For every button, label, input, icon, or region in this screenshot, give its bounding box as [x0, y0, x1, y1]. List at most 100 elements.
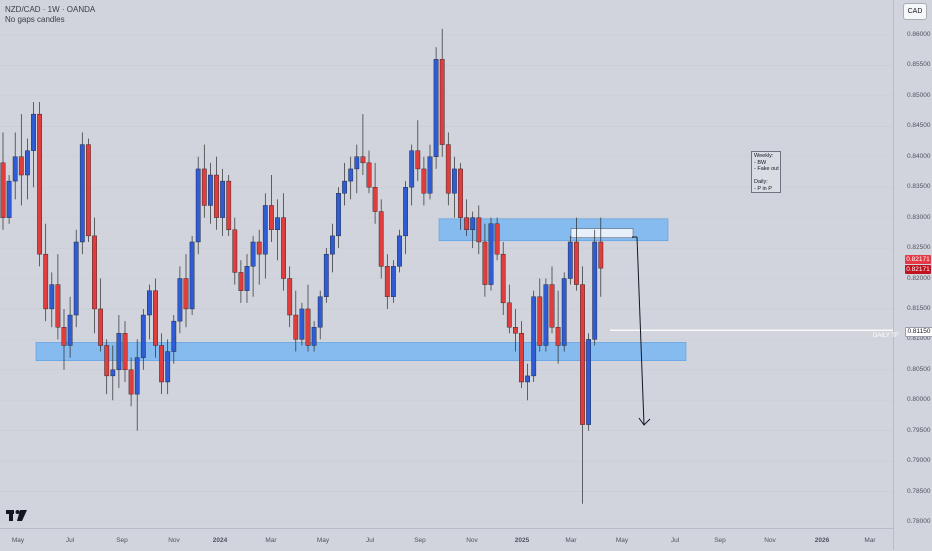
price-axis[interactable] [893, 0, 932, 550]
candle-down [372, 186, 378, 212]
candle-down [458, 168, 463, 218]
time-tick-label: Nov [168, 537, 180, 544]
candle-up [348, 168, 354, 182]
time-tick-label: May [11, 537, 25, 544]
candle-up [397, 235, 402, 267]
time-tick-label: 2025 [514, 537, 530, 544]
time-tick-label: May [615, 537, 629, 544]
price-tick-label: 0.84500 [907, 122, 931, 130]
price-tick-label: 0.78500 [907, 487, 931, 495]
currency-button[interactable]: CAD [903, 3, 927, 20]
candle-down [360, 156, 366, 164]
candle-up [488, 223, 494, 285]
candle-up [452, 168, 457, 194]
candle-down [0, 162, 6, 218]
candle-up [470, 217, 476, 231]
time-tick-label: Sep [414, 537, 426, 544]
time-tick-label: Jul [670, 537, 680, 544]
price-tick-label: 0.79500 [907, 426, 931, 434]
time-tick-label: May [316, 537, 330, 544]
daily-level-label: 0.81150 [905, 327, 932, 337]
price-tick-label: 0.78000 [907, 518, 931, 525]
price-tick-label: 0.80000 [907, 396, 931, 404]
candle-down [366, 162, 372, 188]
candle-up [165, 351, 171, 383]
candle-down [549, 284, 555, 328]
candle-up [317, 296, 323, 328]
price-tick-label: 0.81000 [907, 335, 931, 343]
last-price-label: 0.82171 [905, 255, 931, 264]
price-tick-label: 0.83500 [907, 183, 931, 191]
price-tick-label: 0.86000 [907, 31, 931, 38]
candle-up [31, 113, 36, 151]
candle-down [238, 272, 244, 291]
candle-down [269, 205, 274, 230]
chart-area[interactable] [0, 0, 893, 528]
candle-down [384, 266, 390, 297]
candle-up [543, 284, 549, 346]
note-line: - BW [754, 159, 767, 166]
price-tick-label: 0.79000 [907, 457, 931, 465]
time-tick-label: Nov [764, 537, 776, 544]
candle-up [592, 241, 598, 340]
candle-up [403, 186, 408, 237]
candle-up [531, 296, 537, 377]
candle-down [482, 241, 488, 285]
note-line: Weekly: [754, 153, 774, 159]
price-chart[interactable] [0, 0, 893, 528]
candle-up [67, 314, 73, 346]
candle-down [574, 241, 579, 285]
candle-up [323, 253, 329, 297]
time-tick-label: Mar [565, 537, 577, 544]
candle-down [98, 308, 104, 346]
candle-up [330, 235, 335, 255]
candle-up [73, 241, 79, 316]
time-axis[interactable] [0, 528, 893, 551]
candles [0, 28, 604, 504]
candle-down [43, 253, 49, 310]
symbol-header: NZD/CAD · 1W · OANDA No gaps candles [5, 5, 95, 25]
time-tick-label: Jul [65, 537, 75, 544]
candle-down [537, 296, 543, 346]
candle-up [567, 241, 573, 279]
candle-down [305, 308, 311, 346]
price-tick-label: 0.80500 [907, 365, 931, 373]
candle-down [293, 314, 299, 340]
candle-up [561, 278, 567, 346]
tradingview-logo-icon[interactable] [6, 508, 28, 522]
symbol-subtitle: No gaps candles [5, 15, 65, 24]
candle-down [519, 333, 524, 383]
time-tick-label: Mar [864, 537, 876, 544]
candle-up [49, 284, 55, 310]
candle-up [220, 180, 225, 218]
projection-arrow-head [638, 417, 651, 426]
candle-down [214, 174, 219, 218]
fakeout-box [570, 228, 634, 238]
candle-up [299, 308, 305, 340]
candle-down [159, 345, 164, 383]
annotations [610, 236, 893, 426]
candle-up [427, 156, 433, 194]
candle-up [586, 339, 592, 425]
time-tick-label: Sep [116, 537, 128, 544]
analysis-note[interactable]: Weekly: - BW - Fake out Daily: - P in P [751, 151, 781, 193]
candle-down [445, 144, 451, 194]
candle-up [189, 241, 195, 310]
candle-up [110, 369, 116, 377]
price-tick-label: 0.82000 [907, 274, 931, 282]
daily-level-tag: DAILY TF [873, 333, 899, 339]
candle-down [183, 278, 189, 310]
candle-down [232, 229, 238, 273]
candle-up [116, 333, 122, 371]
time-tick-label: Sep [714, 537, 726, 544]
candle-down [506, 302, 512, 328]
price-tick-label: 0.85500 [907, 61, 931, 69]
candle-down [421, 168, 427, 194]
symbol-title[interactable]: NZD/CAD · 1W · OANDA [5, 5, 96, 14]
candle-down [476, 217, 482, 243]
price-tick-label: 0.85000 [907, 91, 931, 99]
price-tick-label: 0.82500 [907, 244, 931, 252]
candle-up [177, 278, 183, 322]
candle-down [18, 156, 24, 176]
candle-down [226, 180, 232, 231]
